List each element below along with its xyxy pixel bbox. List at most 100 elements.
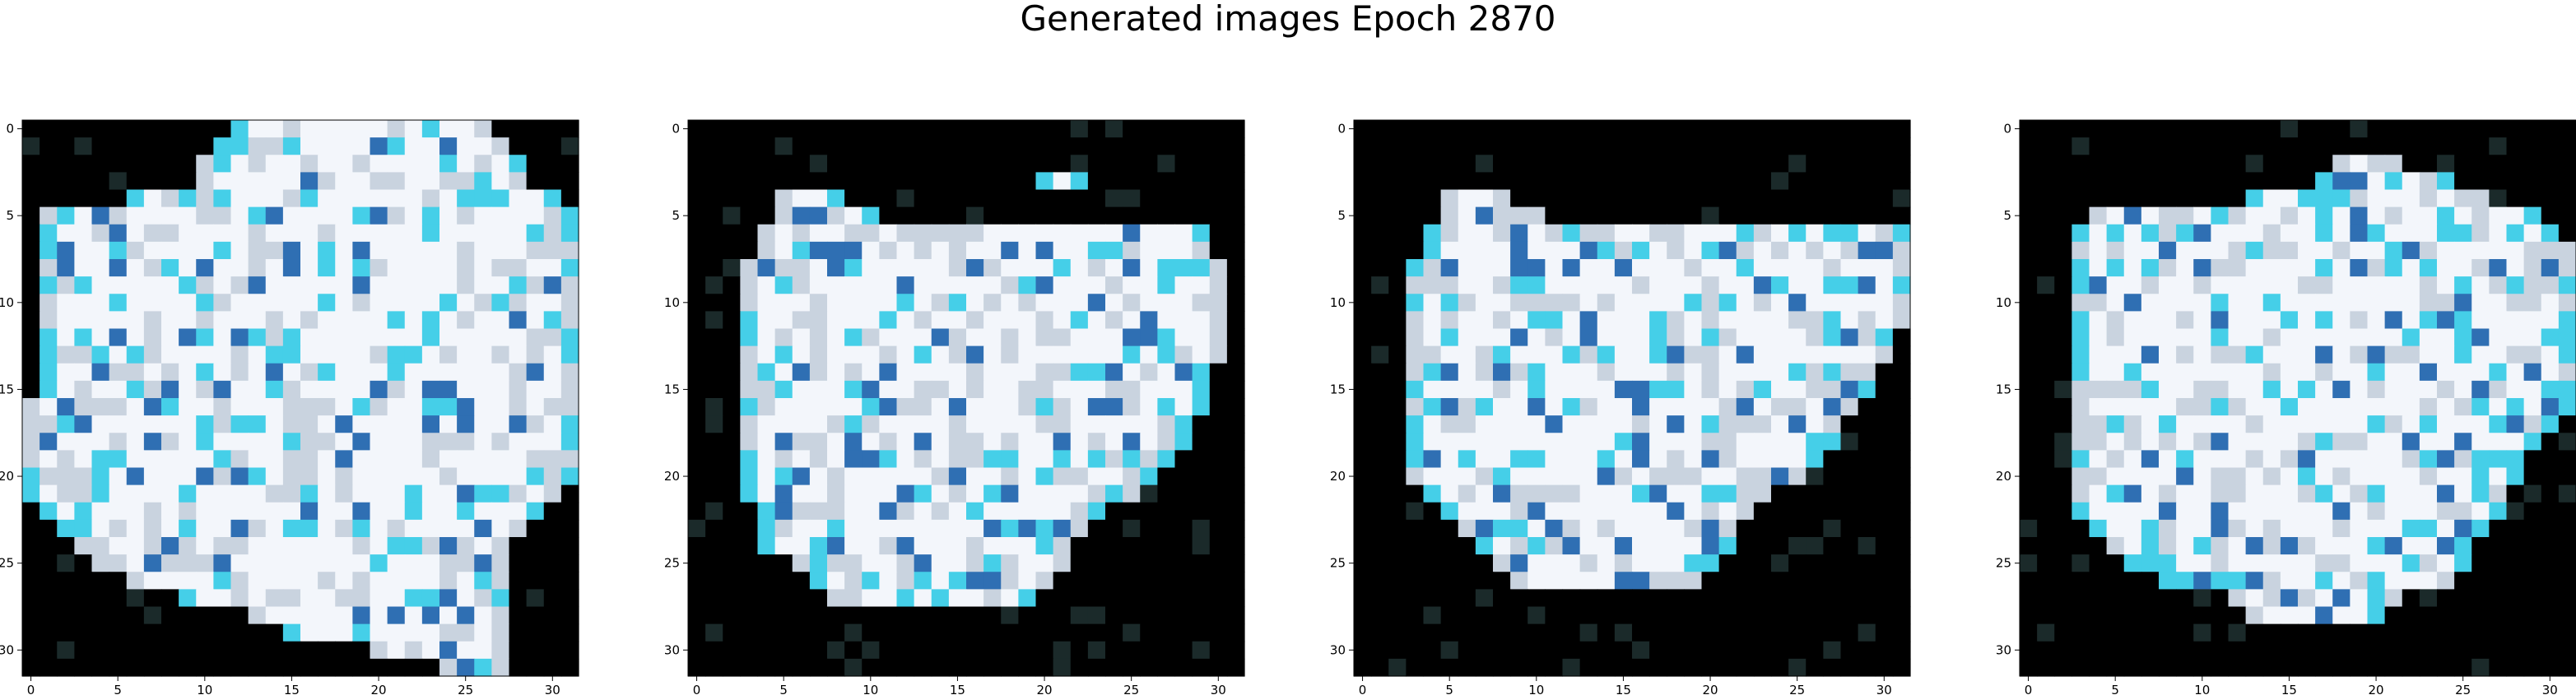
pixel [526, 519, 545, 538]
pixel [2123, 450, 2142, 469]
pixel [879, 172, 898, 191]
pixel [2280, 241, 2299, 260]
pixel [1458, 120, 1476, 138]
pixel [2541, 380, 2560, 399]
pixel [809, 415, 828, 433]
pixel [1701, 658, 1720, 677]
pixel [109, 363, 128, 382]
pixel [1140, 172, 1158, 191]
pixel [560, 641, 579, 660]
pixel [2541, 224, 2560, 243]
pixel [109, 572, 128, 590]
pixel [809, 589, 828, 608]
pixel [2454, 623, 2472, 642]
pixel [914, 363, 932, 382]
pixel [543, 589, 562, 608]
pixel-row [688, 224, 1245, 243]
pixel [1001, 572, 1019, 590]
pixel [91, 294, 110, 312]
pixel [1035, 206, 1054, 225]
pixel [2123, 345, 2142, 364]
pixel [57, 363, 75, 382]
pixel [705, 241, 723, 260]
pixel [2089, 641, 2108, 660]
pixel [1053, 606, 1072, 625]
pixel [300, 345, 319, 364]
pixel [2350, 345, 2369, 364]
pixel [2245, 137, 2264, 155]
pixel [1018, 155, 1037, 173]
pixel [404, 189, 423, 208]
pixel [109, 467, 128, 486]
pixel [1718, 572, 1737, 590]
pixel [2159, 433, 2177, 451]
pixel [931, 467, 950, 486]
pixel [862, 345, 880, 364]
pixel [1053, 311, 1072, 330]
pixel [757, 276, 776, 294]
pixel [1140, 345, 1158, 364]
pixel [1701, 120, 1720, 138]
pixel-row [2020, 259, 2576, 277]
pixel [543, 433, 562, 451]
pixel [966, 467, 984, 486]
pixel [1388, 206, 1407, 225]
pixel [2280, 589, 2299, 608]
pixel [2315, 259, 2333, 277]
pixel-row [1354, 189, 1911, 208]
pixel [966, 519, 984, 538]
pixel [491, 450, 510, 469]
pixel [1684, 606, 1703, 625]
pixel [196, 537, 214, 555]
pixel [1858, 450, 1876, 469]
pixel-row [22, 450, 579, 469]
pixel [1192, 311, 1211, 330]
pixel [543, 206, 562, 225]
pixel [774, 450, 793, 469]
pixel [2523, 311, 2542, 330]
pixel [1001, 450, 1019, 469]
pixel [2280, 502, 2299, 521]
pixel [1371, 380, 1389, 399]
pixel [723, 189, 741, 208]
pixel [2489, 120, 2508, 138]
x-tick-label: 30 [1876, 683, 1892, 695]
pixel [318, 606, 336, 625]
pixel [143, 120, 162, 138]
pixel [282, 606, 301, 625]
pixel [213, 658, 232, 677]
pixel [1226, 502, 1245, 521]
pixel [2350, 415, 2369, 433]
pixel [1771, 241, 1789, 260]
pixel [1001, 519, 1019, 538]
pixel [91, 311, 110, 330]
pixel [879, 328, 898, 347]
pixel [1423, 276, 1442, 294]
pixel [2211, 641, 2230, 660]
pixel [931, 623, 950, 642]
pixel [2332, 641, 2350, 660]
pixel [474, 658, 492, 677]
pixel [526, 363, 545, 382]
pixel [265, 172, 284, 191]
pixel [1018, 606, 1037, 625]
pixel [1892, 120, 1911, 138]
pixel [2176, 502, 2194, 521]
pixel [143, 363, 162, 382]
x-tick-label: 0 [2025, 683, 2033, 695]
pixel [2506, 137, 2525, 155]
pixel [491, 206, 510, 225]
pixel [143, 224, 162, 243]
pixel [2089, 155, 2108, 173]
pixel [1123, 519, 1141, 538]
pixel [2228, 433, 2247, 451]
pixel [2471, 484, 2490, 503]
pixel [161, 589, 179, 608]
pixel [862, 606, 880, 625]
pixel [2228, 259, 2247, 277]
pixel [2350, 294, 2369, 312]
pixel [1545, 398, 1564, 416]
pixel [230, 380, 249, 399]
pixel [126, 554, 145, 572]
